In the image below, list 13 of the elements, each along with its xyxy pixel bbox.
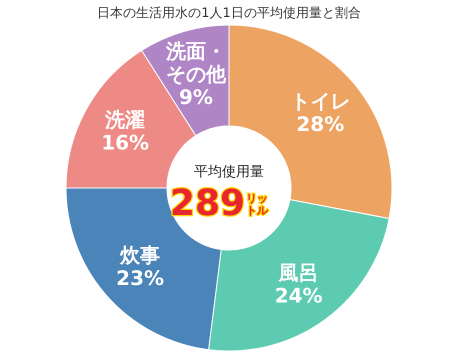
data-label: 23%	[116, 266, 164, 290]
data-label: 16%	[101, 130, 150, 154]
slice-label: 炊事	[119, 242, 160, 267]
slice-label: 洗濯	[104, 107, 146, 132]
slice-label: 風呂	[278, 260, 319, 284]
text: 289$^{リッ}$トル	[170, 183, 270, 224]
slice-label: 洗面・その他	[164, 39, 227, 86]
data-label: 24%	[274, 283, 323, 308]
slice-label: トイレ	[290, 88, 350, 113]
chart-title: 日本の生活用水の1人1日の平均使用量と割合	[97, 6, 361, 21]
data-label: 9%	[178, 85, 213, 110]
data-label: 28%	[296, 112, 344, 136]
text: 平均使用量	[194, 164, 264, 180]
